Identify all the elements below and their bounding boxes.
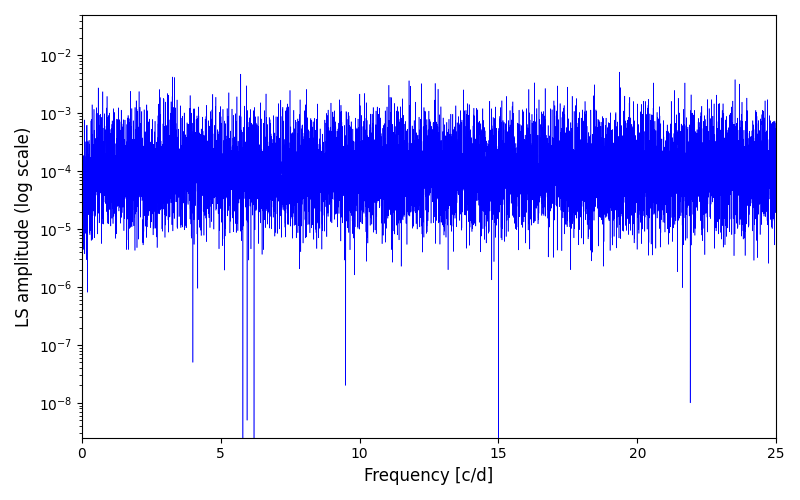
X-axis label: Frequency [c/d]: Frequency [c/d] [364, 467, 494, 485]
Y-axis label: LS amplitude (log scale): LS amplitude (log scale) [15, 126, 33, 326]
